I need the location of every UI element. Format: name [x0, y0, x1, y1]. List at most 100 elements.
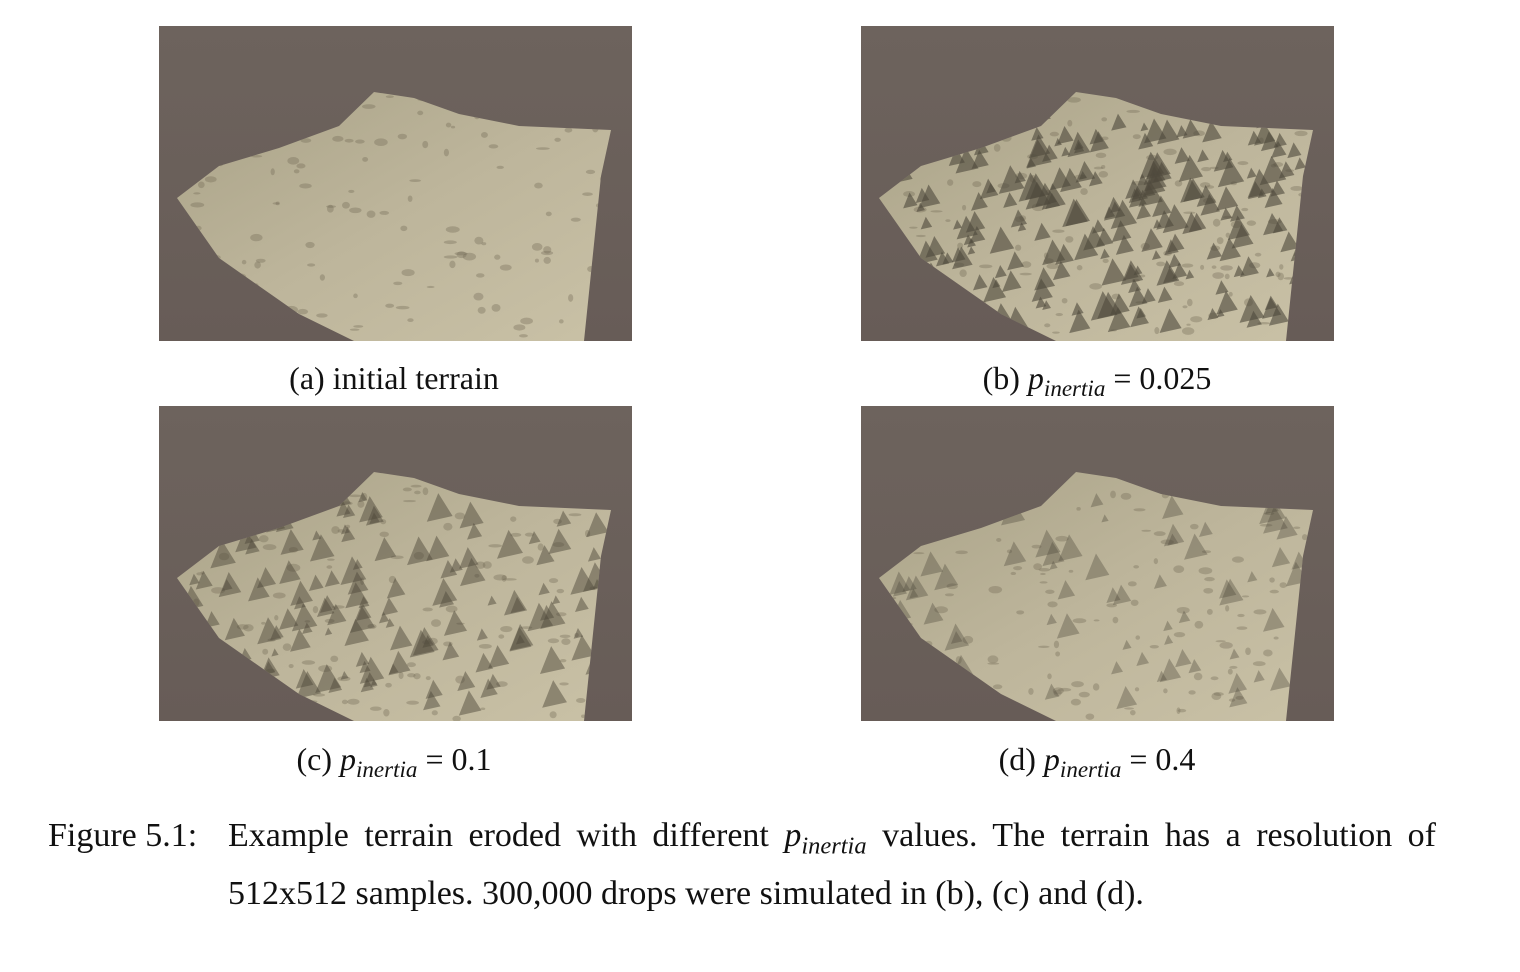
- subcaption-label: (c): [296, 741, 333, 777]
- terrain-image: [159, 406, 632, 721]
- ridge: [1182, 212, 1203, 235]
- bump: [342, 201, 350, 209]
- ridge: [270, 625, 284, 641]
- bump: [1141, 529, 1152, 532]
- bump: [522, 556, 534, 564]
- ridge: [1162, 495, 1184, 520]
- bump: [1301, 534, 1308, 541]
- ridge: [1031, 127, 1044, 141]
- ridge: [1259, 494, 1286, 525]
- bump: [1095, 152, 1107, 159]
- bump: [510, 516, 517, 522]
- ridge: [573, 628, 584, 639]
- terrain-image: [861, 406, 1334, 721]
- bump: [993, 144, 1001, 152]
- bump: [287, 157, 300, 165]
- bump: [345, 524, 351, 529]
- bump: [200, 571, 205, 575]
- ridge: [944, 623, 970, 651]
- ridge: [902, 576, 917, 593]
- bump: [1068, 569, 1074, 573]
- bump: [454, 512, 466, 520]
- bump: [955, 656, 962, 665]
- bump: [1078, 691, 1090, 698]
- bump: [556, 612, 567, 617]
- ridge: [969, 225, 986, 244]
- relation: =: [1113, 360, 1132, 396]
- subcaption: (b) pinertia = 0.025: [797, 360, 1397, 402]
- bump: [318, 665, 333, 672]
- figure-label: Figure 5.1:: [48, 817, 198, 854]
- bump: [456, 622, 465, 625]
- ridge: [290, 580, 313, 606]
- bump: [1055, 535, 1069, 542]
- bump: [1047, 673, 1052, 680]
- bump: [1067, 119, 1073, 127]
- bump: [564, 127, 573, 133]
- bump: [543, 246, 552, 254]
- ridge: [1223, 151, 1233, 163]
- ridge: [1184, 533, 1208, 560]
- ridge: [363, 672, 378, 688]
- subcaption-label: (a): [289, 360, 325, 396]
- ridge: [302, 622, 313, 635]
- ridge: [950, 631, 963, 644]
- bump: [946, 583, 958, 590]
- bump: [585, 169, 596, 175]
- ridge: [1111, 661, 1123, 675]
- ridge: [443, 610, 468, 636]
- bump: [1232, 556, 1244, 563]
- bump: [545, 211, 552, 217]
- bump: [1127, 581, 1137, 587]
- bump: [1076, 507, 1081, 511]
- bump: [1010, 571, 1017, 576]
- ridge: [539, 646, 566, 675]
- bump: [211, 587, 226, 594]
- bump: [1279, 582, 1287, 588]
- bump: [286, 563, 301, 572]
- ridge: [319, 595, 336, 613]
- ridge: [1054, 137, 1062, 147]
- bump: [552, 542, 565, 548]
- bump: [395, 305, 410, 310]
- bump: [288, 663, 294, 669]
- ridge: [345, 582, 369, 609]
- ridge: [344, 618, 369, 646]
- ridge: [1057, 125, 1074, 145]
- bump: [1290, 185, 1303, 191]
- bump: [534, 258, 539, 263]
- ridge: [425, 679, 443, 699]
- bump: [1120, 492, 1132, 500]
- bump: [520, 626, 533, 629]
- ridge: [905, 575, 929, 601]
- ridge: [370, 679, 378, 688]
- ridge: [920, 216, 933, 230]
- bump: [1065, 236, 1074, 243]
- ridge: [343, 504, 356, 519]
- ridge: [1174, 147, 1190, 164]
- bump: [568, 294, 574, 302]
- ridge: [195, 570, 213, 590]
- bump: [413, 673, 421, 680]
- bump: [576, 697, 586, 703]
- ridge: [1075, 161, 1096, 183]
- bump: [1156, 261, 1166, 267]
- ridge: [352, 559, 363, 570]
- ridge: [1294, 157, 1306, 170]
- bump: [1058, 687, 1072, 692]
- bump: [996, 538, 1002, 542]
- bump: [337, 529, 345, 533]
- bump: [494, 254, 501, 260]
- ridge: [1151, 250, 1161, 261]
- bump: [1235, 695, 1244, 700]
- bump: [1132, 134, 1141, 140]
- ridge: [1231, 224, 1254, 249]
- ridge: [312, 530, 322, 541]
- ridge: [432, 578, 458, 606]
- ridge: [1219, 237, 1241, 262]
- bump: [1246, 220, 1257, 226]
- bump: [1293, 526, 1301, 530]
- ridge: [1246, 167, 1257, 179]
- subcaption-label: (d): [998, 741, 1036, 777]
- bump: [547, 638, 560, 644]
